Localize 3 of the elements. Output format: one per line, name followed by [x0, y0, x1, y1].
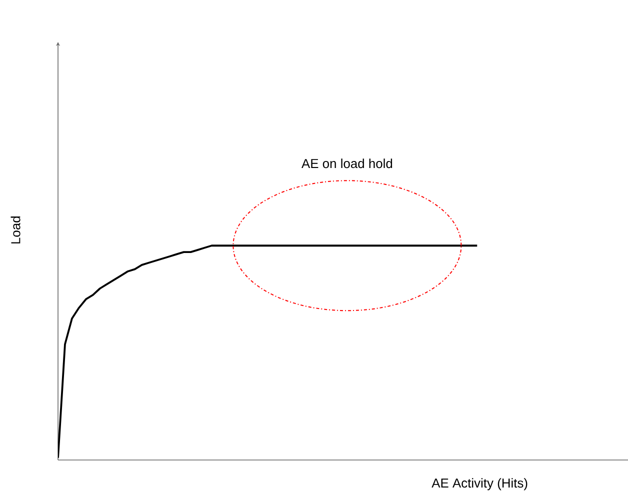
y-axis-title: Load [10, 216, 20, 244]
x-axis-title: AE Activity (Hits) [432, 478, 528, 490]
text: AE on load hold [302, 158, 392, 168]
